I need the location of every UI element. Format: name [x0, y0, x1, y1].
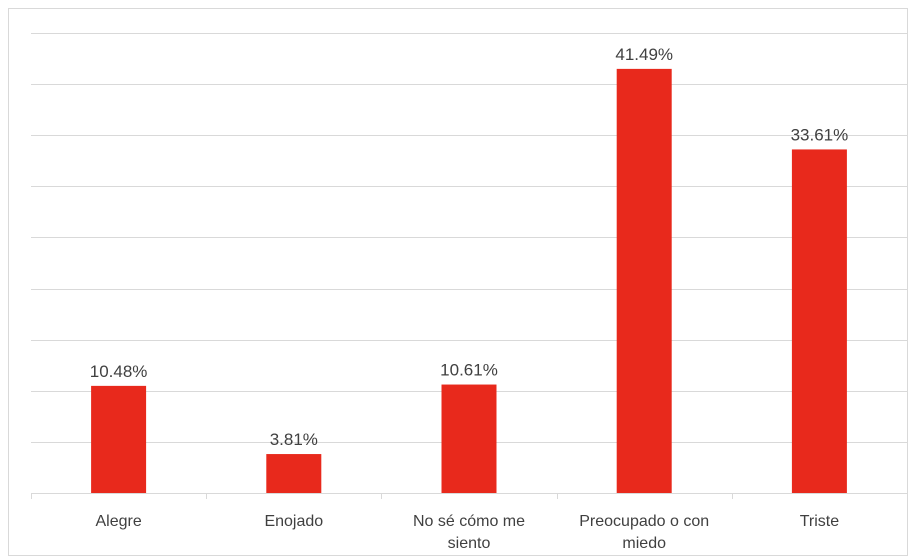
- bar: [616, 68, 672, 493]
- labels: 10.48% Alegre 3.81% Enojado 10.61% No sé cómo…: [90, 45, 848, 552]
- gridlines: [31, 33, 907, 443]
- bar: [266, 454, 322, 493]
- data-label: 10.61%: [440, 361, 498, 380]
- data-label: 41.49%: [615, 45, 673, 64]
- bar: [791, 149, 847, 494]
- bar-chart: 10.48% Alegre 3.81% Enojado 10.61% No sé cómo…: [31, 33, 908, 552]
- category-label: Enojado: [264, 513, 323, 530]
- bars: [91, 68, 847, 494]
- bar: [441, 384, 497, 493]
- category-label: Alegre: [95, 513, 141, 530]
- category-label: Preocupado o con miedo: [579, 513, 709, 552]
- x-axis: [31, 493, 908, 499]
- data-label: 3.81%: [270, 430, 318, 449]
- bar: [91, 385, 147, 493]
- data-label: 10.48%: [90, 362, 148, 381]
- category-label: No sé cómo me siento: [413, 513, 525, 552]
- chart-frame: 10.48% Alegre 3.81% Enojado 10.61% No sé cómo…: [8, 8, 908, 556]
- data-label: 33.61%: [791, 125, 849, 144]
- category-label: Triste: [800, 513, 840, 530]
